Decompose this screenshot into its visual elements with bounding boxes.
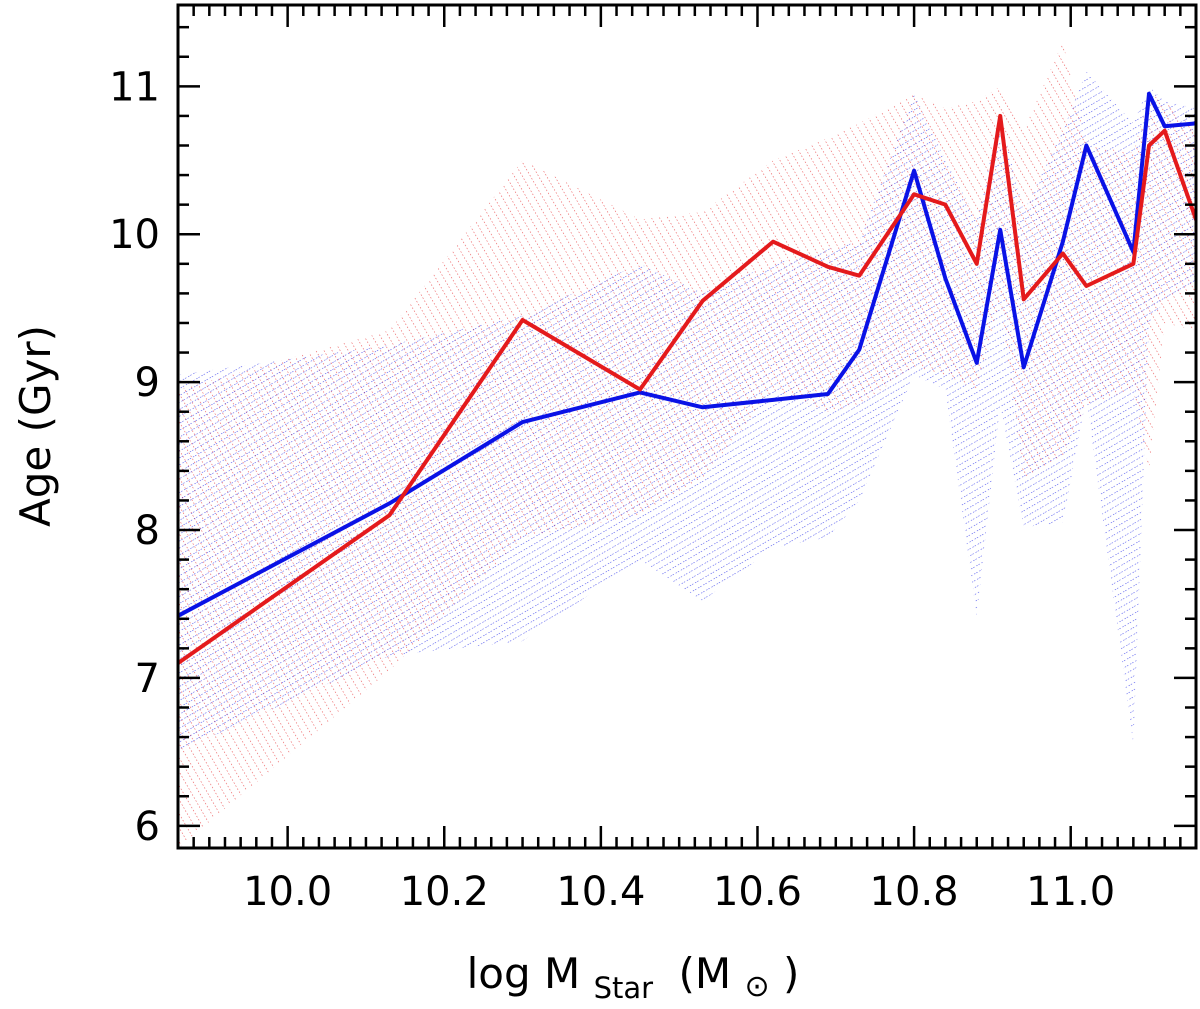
- y-tick-label: 10: [109, 212, 160, 258]
- x-tick-label: 10.2: [400, 869, 489, 915]
- x-tick-label: 10.0: [243, 869, 332, 915]
- x-axis-label-sub: Star: [594, 971, 654, 1005]
- plot-frame: [176, 3, 1198, 850]
- y-tick-labels: 6 7 8 9 10 11: [109, 64, 160, 849]
- x-tick-label: 10.6: [713, 869, 802, 915]
- y-tick-label: 8: [135, 508, 160, 554]
- series-line-red: [178, 113, 1196, 665]
- x-tick-labels: 10.0 10.2 10.4 10.6 10.8 11.0: [243, 869, 1115, 915]
- y-tick-label: 7: [135, 656, 160, 702]
- x-axis-label-main: log M: [467, 949, 581, 998]
- x-axis-label-unit: (M: [678, 949, 731, 998]
- sun-symbol-icon: ⊙: [744, 969, 769, 1004]
- x-tick-label: 10.8: [870, 869, 959, 915]
- confidence-bands: [178, 41, 1196, 848]
- x-tick-label: 10.4: [556, 869, 645, 915]
- y-tick-label: 6: [135, 804, 160, 850]
- x-tick-label: 11.0: [1026, 869, 1115, 915]
- series-lines: [178, 91, 1196, 665]
- y-tick-label: 11: [109, 64, 160, 110]
- y-axis-label: Age (Gyr): [11, 325, 60, 527]
- x-axis-label: log M Star (M ⊙ ): [467, 949, 800, 1008]
- axis-ticks: [176, 5, 1198, 848]
- x-axis-label-close: ): [783, 949, 799, 998]
- band-blue: [178, 71, 1196, 752]
- y-tick-label: 9: [135, 360, 160, 406]
